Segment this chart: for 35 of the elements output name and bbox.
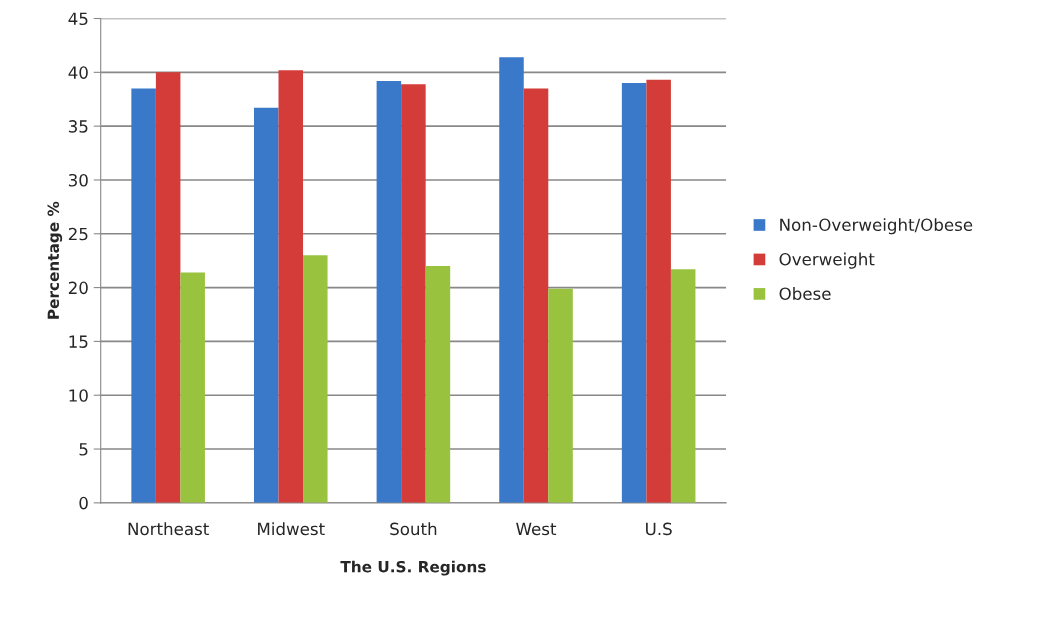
y-tick-label: 25: [68, 227, 88, 241]
bar: [548, 288, 573, 503]
y-tick-label: 30: [68, 173, 88, 187]
y-tick-label: 15: [69, 335, 88, 348]
bar: [376, 80, 402, 503]
bar: [131, 88, 156, 503]
bar: [278, 70, 304, 503]
y-tick-label: 20: [68, 281, 88, 295]
bar: [253, 107, 279, 503]
legend-label: Overweight: [779, 252, 875, 269]
bar: [523, 88, 549, 503]
bar: [401, 84, 426, 503]
y-tick-label: 45: [68, 12, 88, 26]
y-tick-label: 0: [79, 496, 88, 510]
legend-label: Obese: [779, 287, 831, 300]
y-tick-label: 35: [68, 120, 88, 133]
bar: [425, 266, 451, 503]
y-tick-label: 5: [79, 443, 88, 456]
x-tick-label: South: [390, 522, 437, 536]
bar: [621, 83, 647, 503]
bar: [670, 269, 696, 503]
bar: [303, 255, 328, 503]
bar: [499, 57, 524, 503]
y-tick-label: 40: [68, 66, 88, 79]
x-tick-label: U.S: [646, 522, 672, 536]
x-tick-label: Northeast: [128, 522, 209, 536]
x-tick-label: Midwest: [258, 522, 325, 536]
x-tick-label: West: [516, 522, 557, 536]
legend-label: Non-Overweight/Obese: [780, 218, 973, 235]
x-axis-title: The U.S. Regions: [340, 560, 486, 576]
bar: [646, 79, 671, 503]
bar: [180, 272, 205, 503]
bar: [155, 72, 181, 503]
y-tick-label: 10: [69, 389, 88, 402]
y-axis-title: Percentage %: [47, 201, 63, 319]
